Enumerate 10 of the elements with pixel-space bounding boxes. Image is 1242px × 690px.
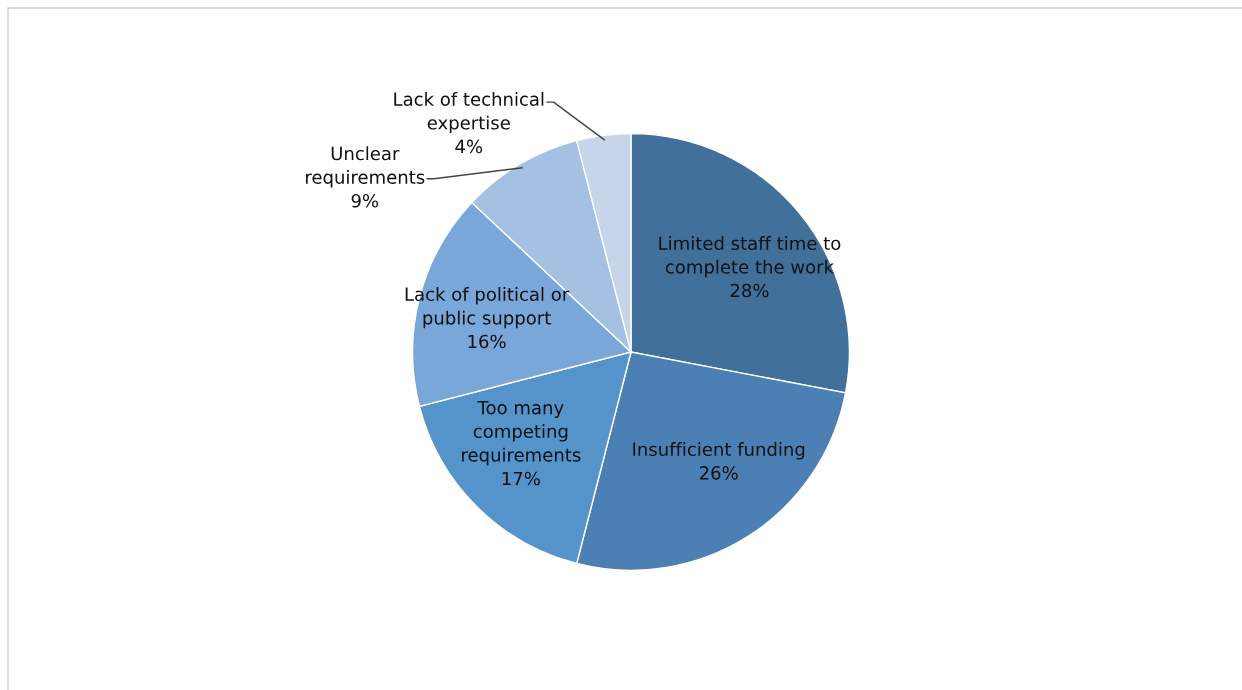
slice-label: Lack of technical expertise xyxy=(394,91,544,134)
slice-label: Too many competing requirements xyxy=(462,401,581,466)
data-label: 28% xyxy=(730,283,769,298)
data-label: 4% xyxy=(455,139,483,154)
slice-label: Insufficient funding xyxy=(633,442,805,460)
data-label: 16% xyxy=(468,334,506,349)
slice-label: Unclear requirements xyxy=(306,146,425,188)
data-label: 17% xyxy=(502,471,540,486)
data-label: 26% xyxy=(699,466,738,480)
data-label: 9% xyxy=(351,193,379,208)
